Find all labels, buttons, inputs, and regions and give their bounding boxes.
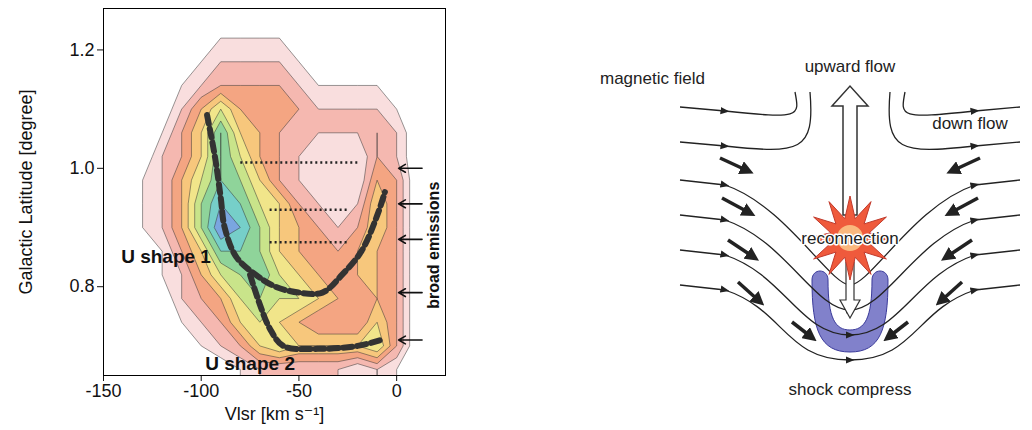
svg-text:Galactic Latitude [degree]: Galactic Latitude [degree]	[16, 89, 36, 294]
svg-text:reconnection: reconnection	[801, 229, 898, 248]
svg-text:-50: -50	[286, 381, 312, 401]
svg-text:upward flow: upward flow	[805, 57, 896, 76]
svg-text:down flow: down flow	[932, 114, 1008, 133]
svg-text:magnetic field: magnetic field	[600, 69, 705, 88]
svg-text:broad emissions: broad emissions	[425, 182, 442, 309]
svg-text:0.8: 0.8	[69, 276, 94, 296]
svg-text:-100: -100	[183, 381, 219, 401]
svg-text:U shape 1: U shape 1	[121, 246, 211, 267]
svg-text:shock compress: shock compress	[789, 380, 912, 399]
svg-text:-150: -150	[85, 381, 121, 401]
svg-text:U shape 2: U shape 2	[205, 353, 295, 374]
svg-text:Vlsr [km s⁻¹]: Vlsr [km s⁻¹]	[225, 404, 325, 424]
svg-text:0: 0	[392, 381, 402, 401]
svg-text:1.2: 1.2	[69, 40, 94, 60]
svg-text:1.0: 1.0	[69, 158, 94, 178]
